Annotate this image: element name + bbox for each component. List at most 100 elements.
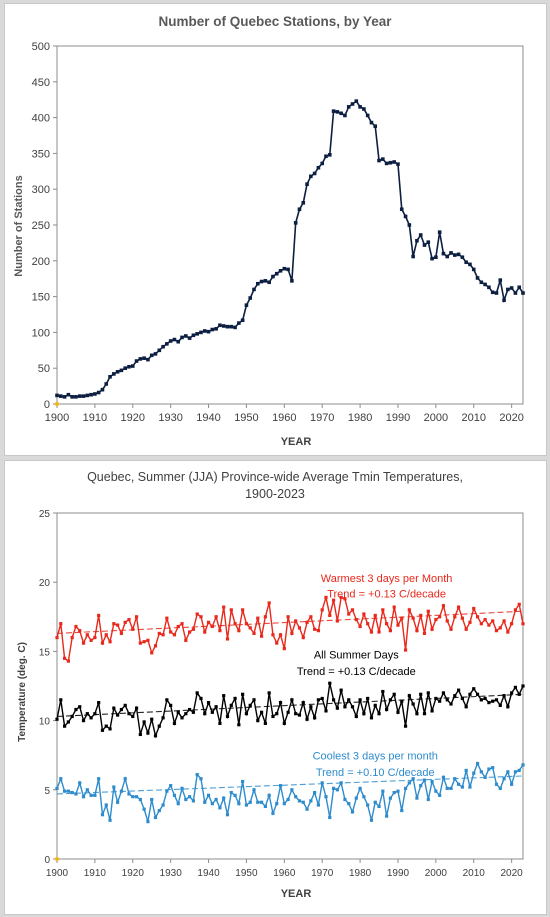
data-point: [180, 622, 184, 626]
data-point: [320, 696, 324, 701]
data-point: [294, 712, 298, 716]
data-point: [259, 710, 264, 714]
data-point: [385, 707, 389, 712]
data-point: [165, 616, 169, 620]
data-point: [100, 641, 105, 645]
data-point: [388, 629, 392, 633]
data-point: [377, 712, 381, 716]
data-point: [354, 99, 359, 103]
data-point: [172, 721, 177, 725]
data-point: [59, 698, 63, 702]
data-point: [218, 629, 222, 633]
data-point: [358, 105, 362, 109]
x-tick-label: 1990: [386, 412, 410, 424]
data-point: [172, 793, 177, 797]
data-point: [104, 633, 108, 637]
data-point: [165, 342, 169, 346]
data-point: [415, 796, 419, 800]
data-point: [411, 777, 415, 781]
data-point: [354, 714, 358, 719]
data-point: [180, 335, 184, 340]
data-point: [252, 698, 256, 702]
data-point: [335, 788, 339, 792]
data-point: [165, 789, 169, 793]
data-point: [241, 692, 245, 696]
chart-subtitle: 1900-2023: [245, 487, 305, 501]
data-point: [165, 698, 169, 702]
data-point: [70, 790, 74, 795]
data-point: [123, 366, 127, 370]
data-point: [369, 120, 374, 125]
data-point: [199, 696, 203, 701]
data-point: [369, 716, 374, 720]
data-point: [343, 797, 347, 802]
y-tick-label: 250: [32, 220, 50, 232]
data-point: [218, 721, 222, 725]
data-point: [464, 705, 468, 709]
data-point: [119, 368, 124, 373]
data-point: [407, 781, 411, 785]
data-point: [119, 631, 124, 636]
data-point: [275, 712, 279, 716]
data-point: [422, 631, 427, 636]
data-point: [77, 394, 82, 398]
data-point: [377, 630, 381, 634]
data-point: [134, 706, 139, 710]
data-point: [233, 325, 237, 330]
data-point: [297, 626, 302, 630]
data-point: [66, 720, 70, 724]
data-point: [309, 174, 313, 179]
data-point: [297, 207, 302, 212]
data-point: [214, 615, 218, 619]
data-point: [354, 796, 358, 800]
data-point: [70, 395, 74, 399]
data-point: [290, 698, 294, 702]
data-point: [62, 656, 67, 660]
stations-chart-panel: Number of Quebec Stations, by Year Numbe…: [4, 3, 547, 456]
data-point: [112, 785, 116, 789]
y-tick-label: 400: [32, 113, 50, 125]
data-point: [210, 624, 214, 629]
data-point: [244, 622, 249, 626]
data-point: [59, 777, 63, 781]
data-point: [403, 214, 408, 219]
data-point: [214, 327, 218, 331]
data-point: [81, 795, 86, 799]
data-point: [297, 799, 302, 803]
data-point: [218, 806, 222, 810]
data-point: [506, 287, 510, 292]
data-point: [468, 692, 472, 696]
data-point: [62, 395, 67, 399]
x-tick-label: 1980: [349, 868, 372, 879]
data-point: [263, 615, 267, 619]
data-point: [381, 157, 385, 161]
data-point: [346, 105, 351, 109]
data-point: [123, 777, 127, 781]
data-point: [142, 356, 146, 360]
data-point: [138, 641, 142, 645]
data-point: [153, 644, 158, 648]
series-line: [56, 761, 524, 822]
data-point: [278, 701, 283, 705]
tmin-chart-panel: Quebec, Summer (JJA) Province-wide Avera…: [4, 460, 547, 915]
data-point: [396, 710, 400, 714]
data-point: [290, 279, 294, 283]
data-point: [502, 298, 506, 302]
x-tick-label: 1920: [122, 868, 145, 879]
data-point: [464, 260, 468, 265]
data-point: [62, 724, 67, 728]
data-point: [419, 784, 423, 788]
data-point: [464, 627, 468, 631]
data-point: [305, 717, 309, 721]
data-point: [282, 802, 286, 806]
data-point: [58, 394, 63, 398]
data-point: [498, 786, 502, 791]
data-point: [366, 696, 370, 701]
data-point: [108, 374, 112, 379]
data-point: [134, 795, 139, 799]
data-point: [267, 691, 271, 695]
data-point: [176, 710, 180, 714]
data-point: [123, 620, 127, 624]
data-point: [252, 788, 256, 792]
data-point: [176, 624, 180, 629]
